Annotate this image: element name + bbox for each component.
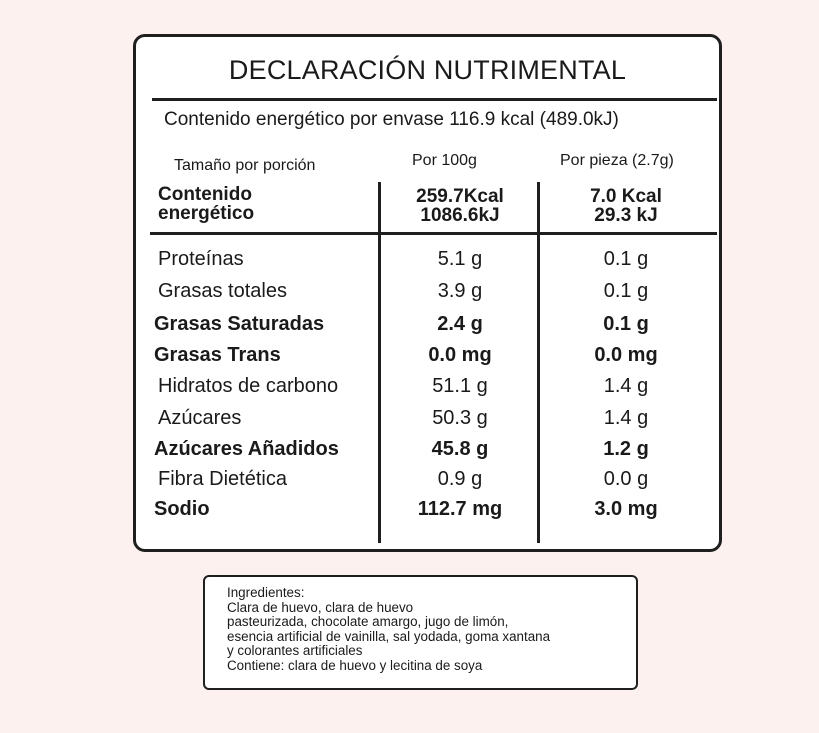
nutrient-per100: 2.4 g bbox=[437, 313, 483, 335]
nutrient-perpiece: 3.0 mg bbox=[594, 498, 658, 520]
nutrient-row-proteinas: Proteínas 5.1 g 0.1 g bbox=[136, 248, 719, 278]
nutrient-perpiece: 1.2 g bbox=[603, 438, 649, 460]
energy-label: Contenido energético bbox=[158, 185, 254, 223]
ingredients-line: y colorantes artificiales bbox=[227, 643, 363, 659]
nutrient-perpiece: 0.0 mg bbox=[594, 344, 658, 366]
ingredients-box: Ingredientes: Clara de huevo, clara de h… bbox=[203, 575, 638, 690]
energy-per100-kj: 1086.6kJ bbox=[420, 205, 500, 226]
nutrient-row-azucares-anadidos: Azúcares Añadidos 45.8 g 1.2 g bbox=[136, 438, 719, 468]
nutrient-label: Hidratos de carbono bbox=[158, 375, 339, 397]
energy-per100-kcal: 259.7Kcal bbox=[416, 186, 504, 207]
nutrient-label: Azúcares Añadidos bbox=[154, 438, 339, 460]
ingredients-line: esencia artificial de vainilla, sal yoda… bbox=[227, 628, 551, 644]
nutrient-per100: 45.8 g bbox=[431, 438, 489, 460]
nutrient-row-grasas-totales: Grasas totales 3.9 g 0.1 g bbox=[136, 280, 719, 310]
header-serving-size: Tamaño por porción bbox=[174, 157, 316, 174]
nutrient-label: Grasas totales bbox=[158, 280, 287, 302]
nutrient-label: Azúcares bbox=[158, 407, 242, 429]
nutrition-facts-panel: DECLARACIÓN NUTRIMENTAL Contenido energé… bbox=[133, 34, 722, 552]
nutrient-perpiece: 1.4 g bbox=[603, 407, 649, 429]
nutrient-row-grasas-saturadas: Grasas Saturadas 2.4 g 0.1 g bbox=[136, 313, 719, 343]
nutrient-perpiece: 0.0 g bbox=[603, 468, 649, 490]
column-divider-2 bbox=[537, 182, 540, 543]
ingredients-line: Clara de huevo, clara de huevo bbox=[227, 599, 414, 615]
ingredients-line: pasteurizada, chocolate amargo, jugo de … bbox=[227, 614, 509, 630]
nutrient-row-hidratos: Hidratos de carbono 51.1 g 1.4 g bbox=[136, 375, 719, 405]
energy-label-line2: energético bbox=[158, 203, 255, 224]
energy-per-package: Contenido energético por envase 116.9 kc… bbox=[164, 109, 619, 130]
nutrient-per100: 112.7 mg bbox=[417, 498, 503, 520]
column-divider-1 bbox=[378, 182, 381, 543]
nutrient-per100: 50.3 g bbox=[432, 407, 488, 429]
energy-perpiece-kj: 29.3 kJ bbox=[594, 205, 658, 226]
nutrient-perpiece: 0.1 g bbox=[603, 280, 649, 302]
ingredients-heading: Ingredientes: bbox=[227, 585, 305, 600]
nutrient-per100: 0.0 mg bbox=[428, 344, 492, 366]
header-per-piece: Por pieza (2.7g) bbox=[560, 152, 674, 169]
nutrient-row-sodio: Sodio 112.7 mg 3.0 mg bbox=[136, 498, 719, 528]
nutrient-per100: 5.1 g bbox=[437, 248, 483, 270]
nutrient-perpiece: 0.1 g bbox=[603, 313, 649, 335]
nutrient-label: Grasas Trans bbox=[154, 344, 281, 366]
energy-divider bbox=[150, 232, 717, 235]
nutrient-perpiece: 0.1 g bbox=[603, 248, 649, 270]
energy-perpiece: 7.0 Kcal 29.3 kJ bbox=[541, 187, 711, 225]
title-divider bbox=[152, 98, 717, 101]
energy-perpiece-kcal: 7.0 Kcal bbox=[590, 186, 662, 207]
nutrient-label: Sodio bbox=[154, 498, 210, 520]
energy-label-line1: Contenido bbox=[158, 184, 252, 205]
energy-per100: 259.7Kcal 1086.6kJ bbox=[382, 187, 538, 225]
nutrient-label: Grasas Saturadas bbox=[154, 313, 325, 335]
allergen-contains: Contiene: clara de huevo y lecitina de s… bbox=[227, 657, 483, 673]
nutrient-per100: 51.1 g bbox=[432, 375, 488, 397]
nutrient-per100: 3.9 g bbox=[437, 280, 483, 302]
nutrient-row-fibra: Fibra Dietética 0.9 g 0.0 g bbox=[136, 468, 719, 498]
nutrient-label: Proteínas bbox=[158, 248, 244, 270]
nutrient-perpiece: 1.4 g bbox=[603, 375, 649, 397]
nutrient-per100: 0.9 g bbox=[437, 468, 483, 490]
header-per-100g: Por 100g bbox=[412, 152, 477, 169]
nutrient-row-azucares: Azúcares 50.3 g 1.4 g bbox=[136, 407, 719, 437]
panel-title: DECLARACIÓN NUTRIMENTAL bbox=[228, 55, 627, 85]
nutrient-label: Fibra Dietética bbox=[158, 468, 287, 490]
nutrient-row-grasas-trans: Grasas Trans 0.0 mg 0.0 mg bbox=[136, 344, 719, 374]
